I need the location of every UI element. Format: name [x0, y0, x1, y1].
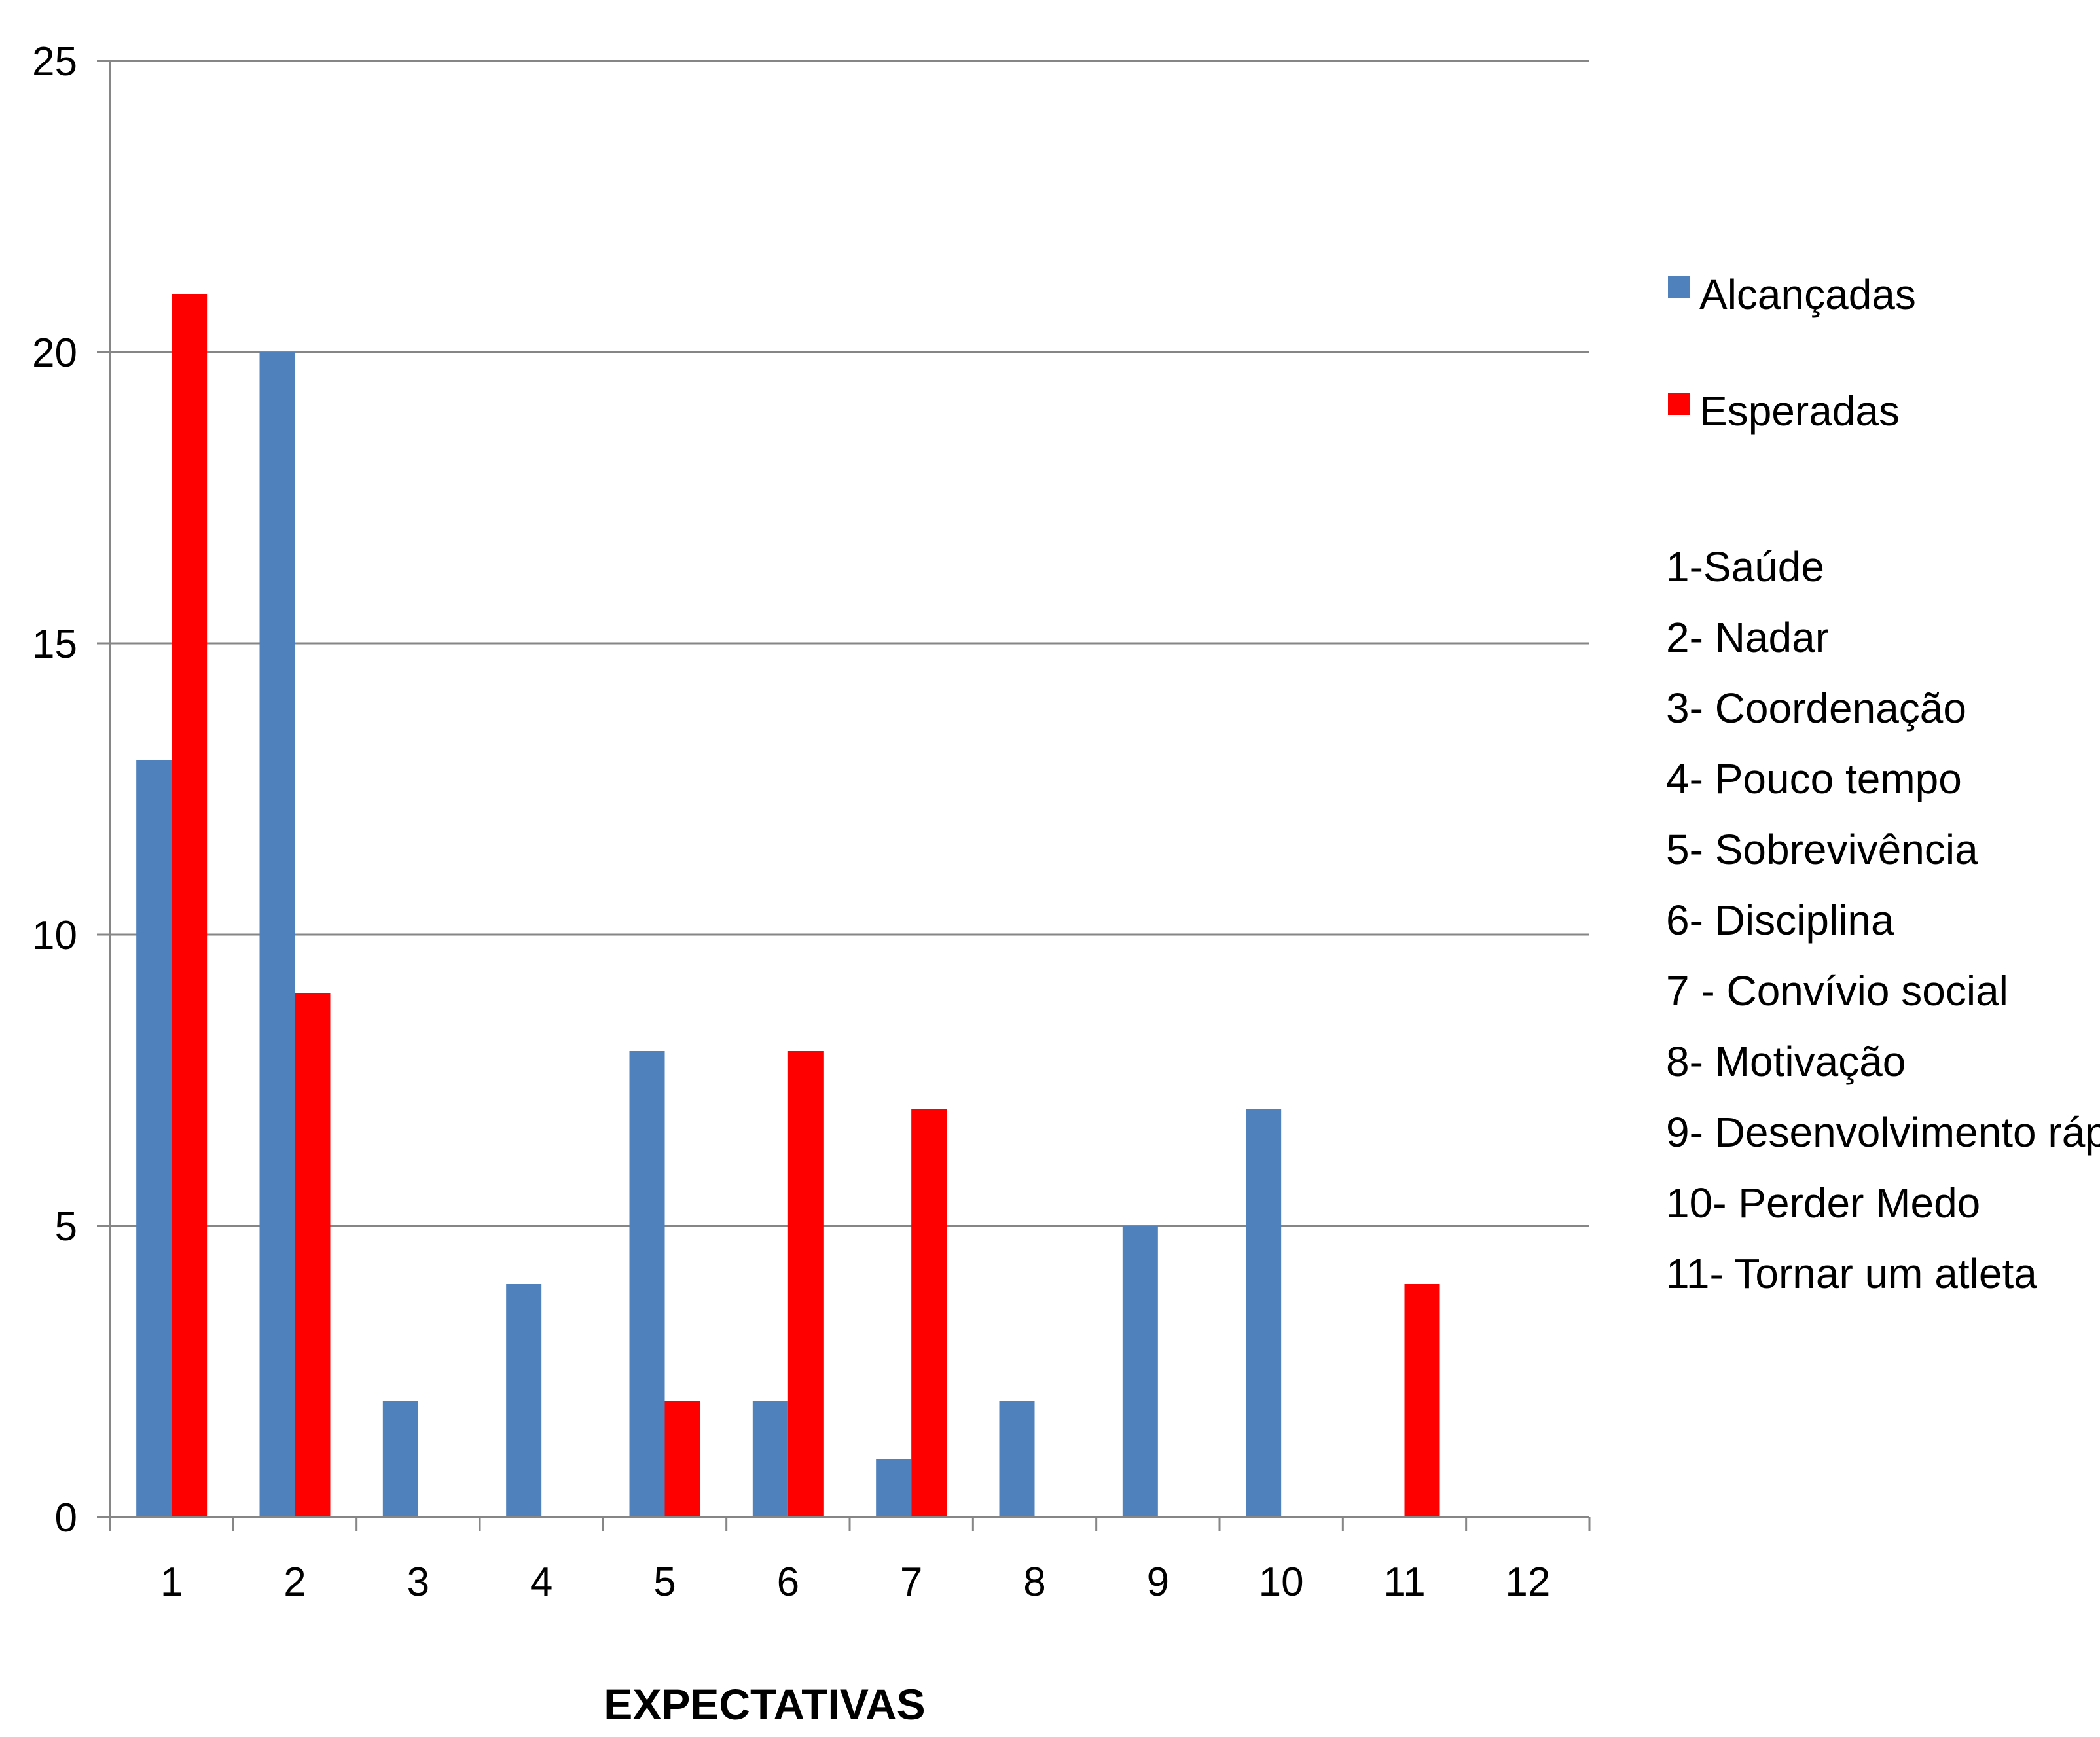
bars — [136, 294, 1440, 1517]
x-tick-label: 6 — [777, 1560, 799, 1605]
bar-alcancadas-10 — [1246, 1109, 1282, 1517]
category-key-item: 1-Saúde — [1666, 543, 1824, 590]
bar-esperadas-6 — [788, 1051, 824, 1517]
category-key-item: 10- Perder Medo — [1666, 1179, 1980, 1227]
legend-label: Esperadas — [1699, 387, 1900, 435]
x-tick-label: 2 — [283, 1560, 306, 1605]
bar-alcancadas-4 — [506, 1284, 542, 1517]
x-tick-label: 11 — [1383, 1560, 1425, 1605]
y-tick-label: 20 — [32, 331, 77, 376]
x-tick-label: 7 — [900, 1560, 922, 1605]
x-tick-label: 9 — [1147, 1560, 1169, 1605]
y-tick-label: 10 — [32, 913, 77, 958]
bar-alcancadas-9 — [1122, 1226, 1158, 1517]
legend-swatch-alcancadas — [1668, 276, 1690, 298]
bar-esperadas-1 — [172, 294, 208, 1517]
y-tick-label: 15 — [32, 622, 77, 667]
bar-alcancadas-2 — [259, 352, 295, 1517]
legend-swatch-esperadas — [1668, 393, 1690, 415]
y-tick-label: 0 — [55, 1495, 77, 1541]
y-tick-label: 25 — [32, 39, 77, 84]
gridlines — [110, 60, 1589, 1227]
category-key: 1-Saúde 2- Nadar 3- Coordenação 4- Pouco te… — [1666, 543, 2100, 1297]
x-tick-label: 8 — [1023, 1560, 1045, 1605]
legend: Alcançadas Esperadas — [1668, 271, 1916, 435]
bar-alcancadas-6 — [752, 1401, 788, 1517]
category-key-item: 3- Coordenação — [1666, 685, 1966, 732]
x-tick-labels: 1 2 3 4 5 6 7 8 9 10 11 12 — [160, 1560, 1550, 1605]
bar-alcancadas-7 — [876, 1459, 912, 1517]
x-tick-label: 12 — [1505, 1560, 1550, 1605]
category-key-item: 11- Tornar um atleta — [1666, 1250, 2037, 1297]
category-key-item: 9- Desenvolvimento rápido — [1666, 1109, 2100, 1156]
x-tick-label: 4 — [530, 1560, 552, 1605]
category-key-item: 2- Nadar — [1666, 614, 1829, 661]
category-key-item: 6- Disciplina — [1666, 897, 1894, 944]
bar-alcancadas-3 — [382, 1401, 418, 1517]
y-tick-labels: 0 5 10 15 20 25 — [32, 39, 77, 1541]
bar-esperadas-2 — [295, 993, 331, 1517]
bar-esperadas-5 — [664, 1401, 700, 1517]
x-tick-label: 3 — [407, 1560, 429, 1605]
category-key-item: 5- Sobrevivência — [1666, 826, 1978, 873]
bar-alcancadas-8 — [999, 1401, 1035, 1517]
category-key-item: 8- Motivação — [1666, 1038, 1906, 1085]
y-tick-label: 5 — [55, 1204, 77, 1249]
category-key-item: 7 - Convívio social — [1666, 967, 2008, 1014]
axes — [97, 60, 1591, 1531]
legend-label: Alcançadas — [1699, 271, 1916, 318]
category-key-item: 4- Pouco tempo — [1666, 755, 1962, 802]
x-tick-label: 10 — [1259, 1560, 1304, 1605]
bar-esperadas-11 — [1404, 1284, 1440, 1517]
bar-alcancadas-5 — [629, 1051, 665, 1517]
bar-alcancadas-1 — [136, 760, 172, 1517]
x-tick-label: 1 — [160, 1560, 183, 1605]
x-axis-title: EXPECTATIVAS — [604, 1680, 925, 1728]
bar-esperadas-7 — [911, 1109, 947, 1517]
x-tick-label: 5 — [653, 1560, 676, 1605]
